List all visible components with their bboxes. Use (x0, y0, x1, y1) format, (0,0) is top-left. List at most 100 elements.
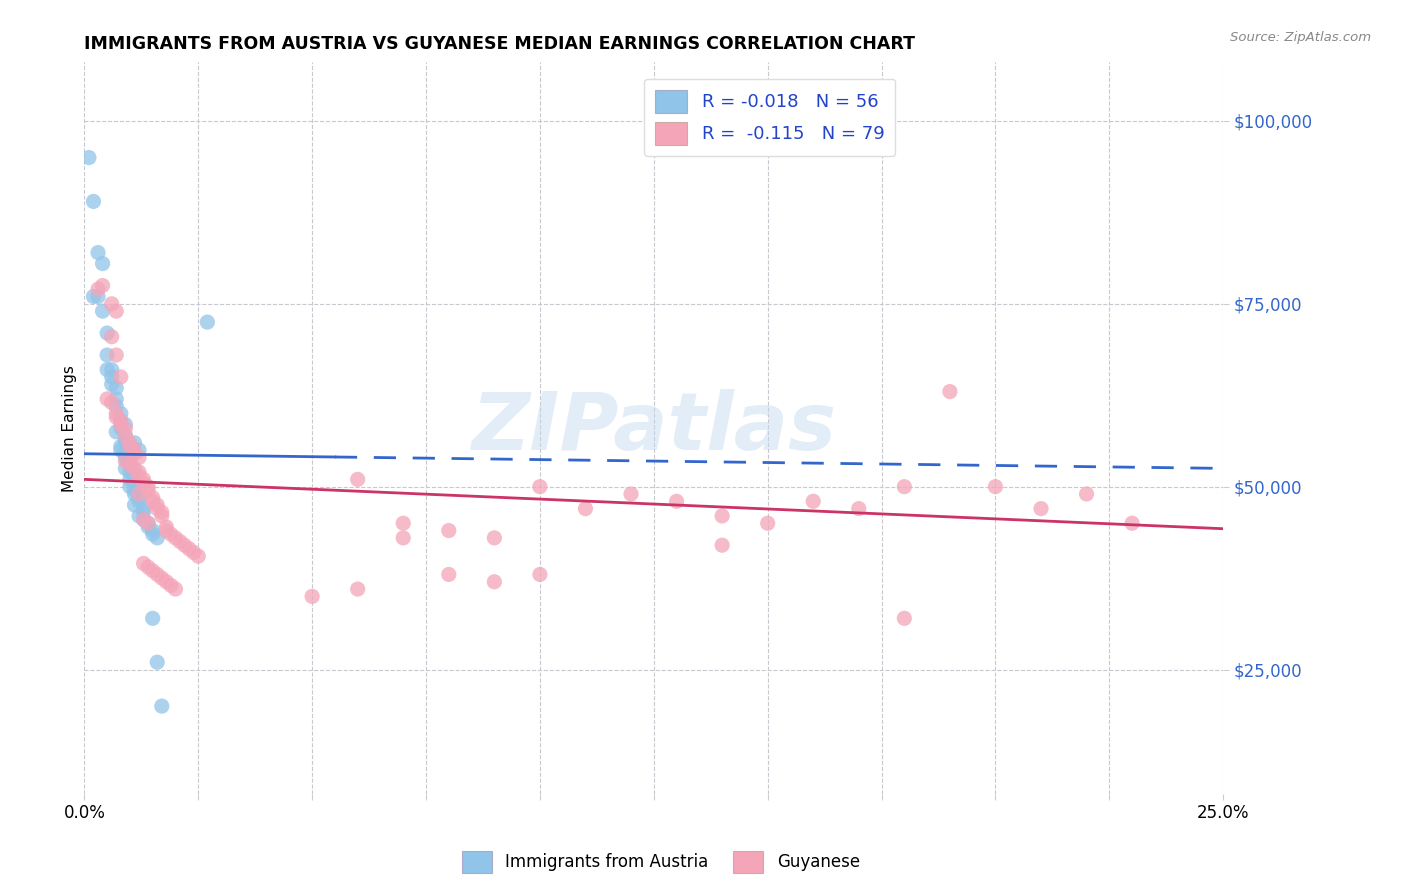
Point (87, 245, 110, 260)
Point (155, 524, 177, 538)
Point (100, 377, 122, 392)
Point (82, 289, 104, 303)
Point (128, 487, 150, 501)
Point (665, 494, 688, 508)
Point (110, 414, 132, 428)
Point (169, 534, 191, 549)
Point (105, 304, 128, 318)
Point (110, 439, 132, 453)
Point (132, 505, 155, 519)
Point (124, 498, 146, 512)
Point (132, 512, 155, 526)
Point (110, 443, 132, 458)
Point (105, 381, 128, 395)
Point (146, 498, 169, 512)
Point (756, 516, 779, 531)
Point (105, 407, 128, 421)
Point (620, 487, 643, 501)
Point (142, 491, 165, 505)
Point (179, 541, 201, 556)
Point (346, 582, 368, 596)
Point (155, 574, 177, 589)
Point (100, 329, 122, 343)
Point (142, 611, 165, 625)
Point (124, 487, 146, 501)
Point (91, 304, 114, 318)
Point (105, 392, 128, 406)
Point (529, 567, 551, 582)
Point (110, 414, 132, 428)
Point (128, 450, 150, 465)
Point (160, 527, 183, 541)
Point (195, 315, 218, 329)
Point (124, 475, 146, 490)
Point (132, 472, 155, 486)
Point (124, 447, 146, 461)
Point (392, 531, 415, 545)
Point (100, 362, 122, 376)
Point (128, 508, 150, 523)
Point (124, 461, 146, 475)
Point (142, 527, 165, 541)
Point (96, 392, 118, 406)
Point (110, 370, 132, 384)
Point (136, 483, 159, 498)
Point (893, 480, 915, 494)
Point (82, 194, 104, 209)
Point (893, 611, 915, 625)
Point (165, 582, 187, 596)
Point (114, 450, 136, 465)
Point (105, 399, 128, 413)
Point (100, 395, 122, 409)
Point (150, 699, 173, 714)
Point (110, 421, 132, 435)
Point (124, 468, 146, 483)
Point (124, 443, 146, 458)
Point (437, 524, 460, 538)
Point (114, 435, 136, 450)
Point (801, 494, 824, 508)
Point (437, 567, 460, 582)
Point (105, 425, 128, 439)
Point (118, 458, 141, 472)
Point (187, 549, 209, 564)
Point (150, 571, 173, 585)
Point (146, 567, 169, 582)
Point (124, 483, 146, 498)
Point (105, 348, 128, 362)
Point (118, 472, 141, 486)
Point (1029, 501, 1052, 516)
Point (711, 538, 734, 552)
Point (100, 370, 122, 384)
Point (529, 480, 551, 494)
Point (128, 491, 150, 505)
Point (711, 508, 734, 523)
Point (142, 564, 165, 578)
Point (110, 407, 132, 421)
Point (132, 557, 155, 571)
Point (118, 435, 141, 450)
Point (142, 494, 165, 508)
Point (1076, 487, 1098, 501)
Point (118, 439, 141, 453)
Point (165, 531, 187, 545)
Point (114, 454, 136, 468)
Point (984, 480, 1007, 494)
Point (484, 574, 506, 589)
Point (173, 538, 195, 552)
Point (146, 531, 169, 545)
Point (114, 432, 136, 446)
Point (160, 578, 183, 592)
Point (183, 545, 205, 559)
Point (96, 362, 118, 376)
Point (118, 458, 141, 472)
Text: IMMIGRANTS FROM AUSTRIA VS GUYANESE MEDIAN EARNINGS CORRELATION CHART: IMMIGRANTS FROM AUSTRIA VS GUYANESE MEDI… (84, 35, 915, 53)
Point (91, 256, 114, 270)
Point (118, 454, 141, 468)
Point (114, 428, 136, 442)
Legend: Immigrants from Austria, Guyanese: Immigrants from Austria, Guyanese (456, 845, 866, 880)
Point (105, 410, 128, 425)
Point (114, 417, 136, 432)
Point (96, 348, 118, 362)
Point (114, 421, 136, 435)
